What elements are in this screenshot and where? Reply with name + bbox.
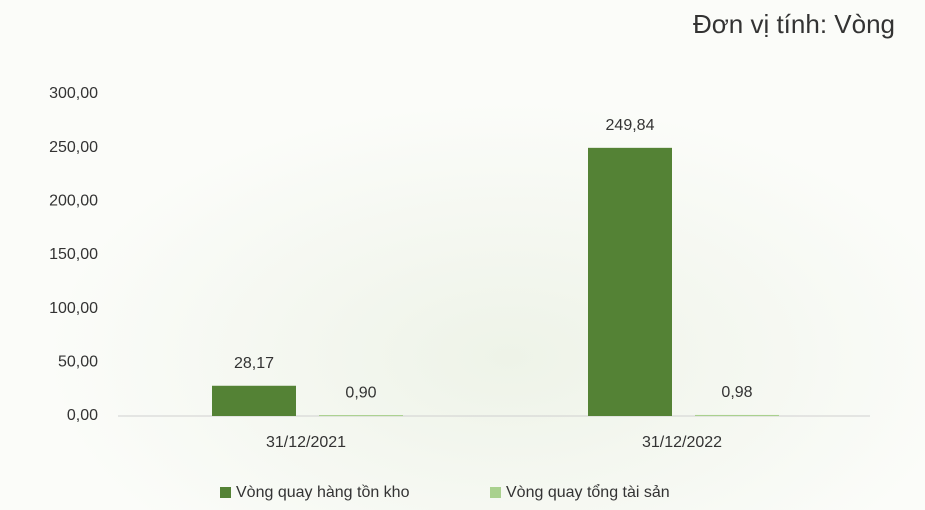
data-label: 0,90 [345, 384, 376, 401]
y-tick-label: 300,00 [49, 85, 98, 102]
bar [319, 415, 403, 417]
x-tick-label: 31/12/2021 [266, 434, 346, 451]
y-tick-label: 0,00 [67, 407, 98, 424]
legend-swatch [490, 487, 501, 498]
bar [588, 147, 672, 417]
y-tick-label: 100,00 [49, 300, 98, 317]
y-tick-label: 50,00 [58, 354, 98, 371]
data-label: 0,98 [721, 384, 752, 401]
chart-title: Đơn vị tính: Vòng [693, 9, 895, 39]
legend-label: Vòng quay tổng tài sản [506, 483, 670, 501]
bar [695, 414, 779, 416]
data-label: 249,84 [606, 117, 655, 134]
y-tick-label: 150,00 [49, 246, 98, 263]
legend-swatch [220, 487, 231, 498]
y-tick-label: 200,00 [49, 193, 98, 210]
bar [212, 385, 296, 416]
legend-label: Vòng quay hàng tồn kho [236, 484, 410, 501]
x-tick-label: 31/12/2022 [642, 434, 722, 451]
data-label: 28,17 [234, 355, 274, 372]
y-tick-label: 250,00 [49, 139, 98, 156]
